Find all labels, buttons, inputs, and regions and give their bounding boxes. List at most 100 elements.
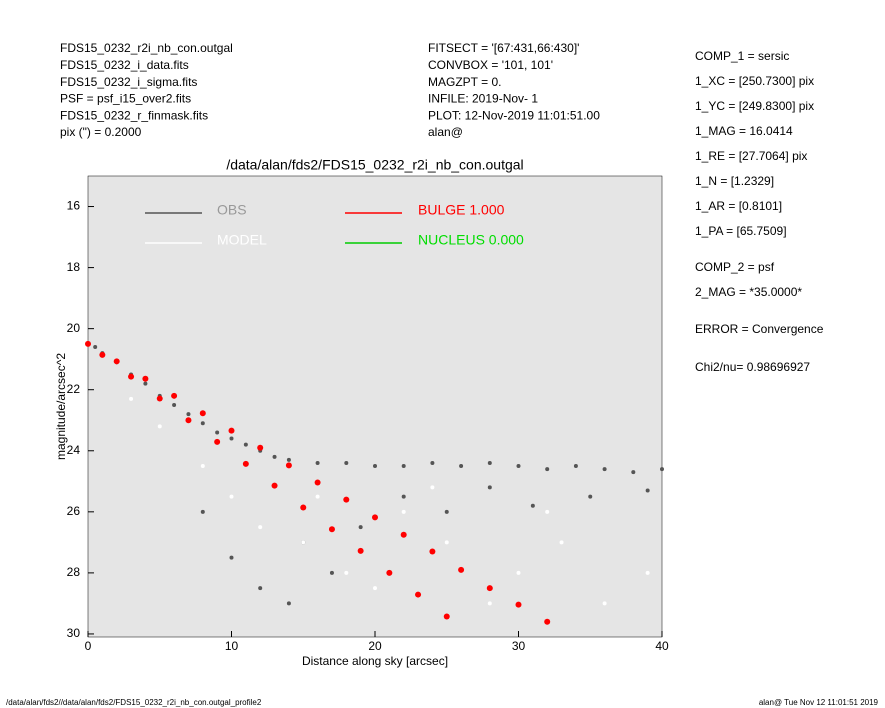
point: [271, 482, 278, 489]
param-line: 1_N = [1.2329]: [695, 174, 774, 188]
y-tick-label: 26: [67, 504, 81, 518]
y-tick-label: 22: [67, 382, 81, 396]
point: [602, 467, 607, 472]
point: [386, 569, 393, 576]
point: [286, 457, 291, 462]
point: [486, 585, 493, 592]
point: [229, 555, 234, 560]
point: [372, 514, 378, 521]
point: [358, 525, 363, 530]
point: [631, 470, 636, 475]
header-middle-line: INFILE: 2019-Nov- 1: [428, 92, 538, 106]
point: [185, 417, 192, 424]
y-tick-label: 16: [67, 199, 81, 213]
param-line: 1_PA = [65.7509]: [695, 224, 787, 238]
point: [243, 442, 248, 447]
point: [357, 547, 364, 554]
point: [415, 591, 422, 598]
header-left-line: pix (") = 0.2000: [60, 125, 142, 139]
point: [544, 618, 551, 625]
point: [199, 410, 206, 417]
point: [588, 494, 593, 499]
point: [200, 464, 205, 469]
point: [93, 344, 98, 349]
point: [215, 430, 220, 435]
point: [545, 467, 550, 472]
point: [301, 540, 306, 545]
point: [401, 509, 406, 514]
y-tick-label: 30: [67, 626, 81, 640]
header-left-line: FDS15_0232_i_sigma.fits: [60, 75, 197, 89]
point: [186, 412, 191, 417]
point: [459, 464, 464, 469]
point: [344, 460, 349, 465]
point: [285, 462, 292, 469]
header-middle-line: CONVBOX = '101, 101': [428, 58, 553, 72]
legend-label: NUCLEUS 0.000: [418, 232, 524, 248]
param-line: 1_MAG = 16.0414: [695, 124, 793, 138]
point: [515, 601, 522, 608]
param-line: 1_XC = [250.7300] pix: [695, 74, 814, 88]
point: [242, 460, 249, 467]
point: [328, 526, 335, 533]
header-middle-line: alan@: [428, 125, 463, 139]
header-middle-line: FITSECT = '[67:431,66:430]': [428, 41, 579, 55]
point: [545, 509, 550, 514]
y-axis-label: magnitude/arcsec^2: [54, 353, 68, 460]
point: [286, 601, 291, 606]
point: [257, 444, 264, 451]
point: [400, 531, 407, 538]
plot-area: [87, 175, 663, 638]
header-middle-line: MAGZPT = 0.: [428, 75, 501, 89]
point: [229, 436, 234, 441]
point: [99, 351, 106, 358]
point: [444, 540, 449, 545]
point: [458, 566, 465, 573]
point: [214, 438, 221, 445]
point: [401, 494, 406, 499]
point: [157, 424, 162, 429]
header-left-line: FDS15_0232_r_finmask.fits: [60, 108, 208, 122]
x-tick-label: 10: [225, 639, 239, 653]
point: [487, 460, 492, 465]
param-line: Chi2/nu= 0.98696927: [695, 360, 810, 374]
header-middle-line: PLOT: 12-Nov-2019 11:01:51.00: [428, 108, 600, 122]
x-tick-label: 30: [512, 639, 526, 653]
y-tick-label: 18: [67, 260, 81, 274]
footer-right: alan@ Tue Nov 12 11:01:51 2019: [759, 698, 879, 707]
point: [200, 421, 205, 426]
point: [559, 540, 564, 545]
legend-label: OBS: [217, 202, 247, 218]
header-left-line: PSF = psf_i15_over2.fits: [60, 92, 191, 106]
point: [645, 570, 650, 575]
point: [128, 373, 135, 380]
point: [143, 381, 148, 386]
point: [645, 488, 650, 493]
y-tick-label: 28: [67, 565, 81, 579]
x-tick-label: 0: [85, 639, 92, 653]
point: [429, 548, 436, 555]
point: [129, 396, 134, 401]
point: [373, 464, 377, 469]
y-tick-label: 20: [67, 321, 81, 335]
header-left-line: FDS15_0232_r2i_nb_con.outgal: [60, 41, 233, 55]
point: [487, 601, 492, 606]
legend-label: BULGE 1.000: [418, 202, 505, 218]
header-left-line: FDS15_0232_i_data.fits: [60, 58, 189, 72]
point: [516, 464, 521, 469]
point: [660, 467, 664, 472]
point: [573, 464, 578, 469]
point: [530, 503, 535, 508]
point: [142, 375, 149, 382]
point: [315, 460, 320, 465]
param-line: 1_YC = [249.8300] pix: [695, 99, 814, 113]
legend-label: MODEL: [217, 232, 267, 248]
point: [329, 570, 334, 575]
point: [272, 454, 277, 459]
point: [373, 586, 377, 591]
point: [343, 496, 350, 503]
point: [85, 340, 91, 347]
point: [229, 494, 234, 499]
point: [171, 392, 178, 399]
